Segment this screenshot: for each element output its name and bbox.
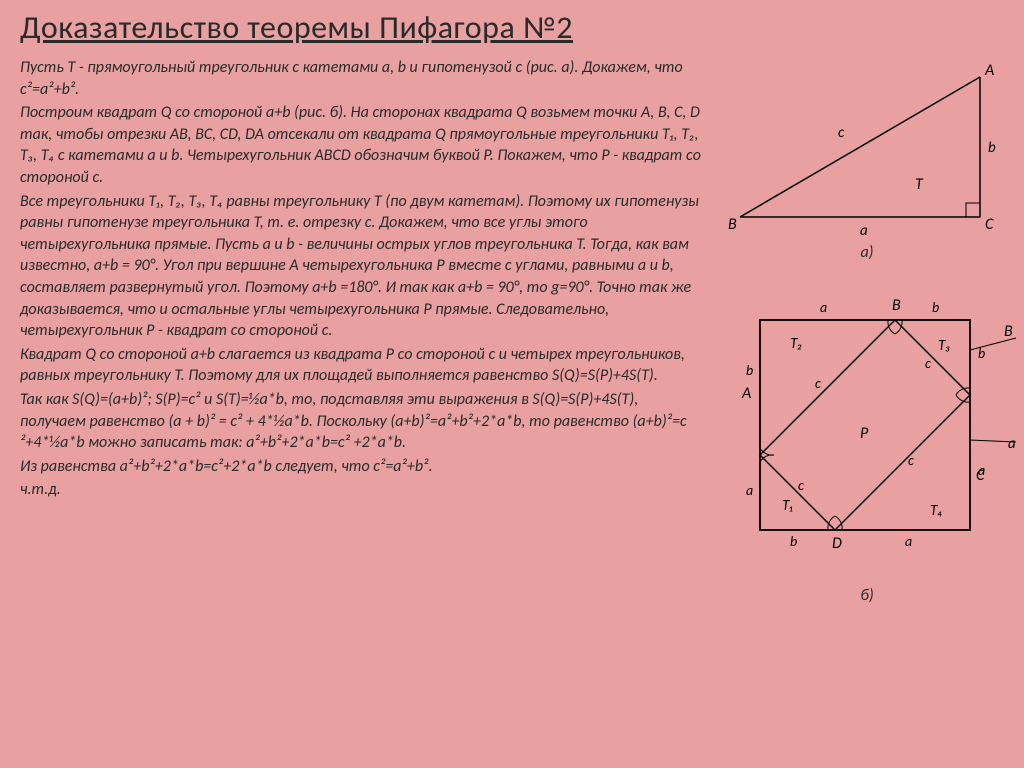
P-label: P bbox=[860, 424, 869, 443]
vertex-B: B bbox=[728, 215, 737, 234]
figure-b: B C D A B a a b b a a b a b c c c c bbox=[720, 280, 1014, 605]
figure-b-label: б) bbox=[720, 586, 1014, 605]
para-4: Квадрат Q со стороной a+b слагается из к… bbox=[20, 344, 706, 387]
top-a: a bbox=[820, 299, 827, 316]
vertex-C: C bbox=[985, 215, 994, 234]
bot-b: b bbox=[790, 533, 797, 550]
left-b: b bbox=[746, 362, 753, 379]
c1: c bbox=[925, 355, 931, 372]
bot-a: a bbox=[905, 533, 912, 550]
content-row: Пусть T - прямоугольный треугольник с ка… bbox=[0, 51, 1024, 623]
top-b: b bbox=[932, 299, 939, 316]
T1: T₁ bbox=[782, 497, 793, 515]
proof-text: Пусть T - прямоугольный треугольник с ка… bbox=[20, 57, 714, 623]
c2: c bbox=[908, 452, 914, 469]
para-3: Все треугольники T₁, T₂, T₃, T₄ равны тр… bbox=[20, 191, 706, 342]
label-T: T bbox=[915, 175, 924, 194]
square-diagram: B C D A B a a b b a a b a b c c c c bbox=[720, 280, 1020, 580]
inner-B: B bbox=[892, 296, 901, 315]
figures-column: A B C a b c T а) bbox=[714, 57, 1014, 623]
figure-a-label: а) bbox=[720, 243, 1014, 262]
triangle-diagram: A B C a b c T bbox=[720, 57, 1010, 237]
side-c: c bbox=[838, 124, 845, 142]
inner-A: A bbox=[741, 384, 751, 403]
vertex-A: A bbox=[984, 61, 994, 80]
right-b: b bbox=[978, 345, 985, 362]
right-a: a bbox=[978, 462, 985, 479]
left-a: a bbox=[746, 482, 753, 499]
ext-B: B bbox=[1004, 322, 1013, 341]
T2: T₂ bbox=[790, 335, 802, 353]
figure-a: A B C a b c T а) bbox=[720, 57, 1014, 262]
T4: T₄ bbox=[930, 502, 943, 520]
inner-D: D bbox=[832, 534, 842, 553]
para-6: Из равенства a²+b²+2*a*b=c²+2*a*b следуе… bbox=[20, 456, 706, 478]
side-a: a bbox=[860, 222, 868, 237]
c4: c bbox=[815, 375, 821, 392]
side-b: b bbox=[988, 139, 996, 157]
para-2: Построим квадрат Q со стороной a+b (рис.… bbox=[20, 102, 706, 188]
T3: T₃ bbox=[938, 337, 950, 355]
page-title: Доказательство теоремы Пифагора №2 bbox=[0, 0, 1024, 51]
para-5: Так как S(Q)=(a+b)²; S(P)=c² и S(T)=½a*b… bbox=[20, 389, 706, 454]
ext-a: a bbox=[1008, 435, 1016, 453]
c3: c bbox=[798, 477, 804, 494]
para-1: Пусть T - прямоугольный треугольник с ка… bbox=[20, 57, 706, 100]
para-7: ч.т.д. bbox=[20, 479, 706, 501]
